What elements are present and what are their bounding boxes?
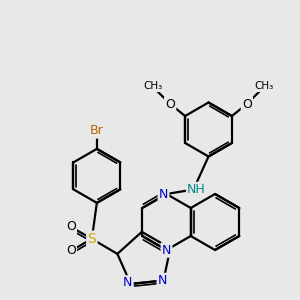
Text: S: S xyxy=(88,232,96,246)
Text: N: N xyxy=(158,274,167,287)
Text: CH₃: CH₃ xyxy=(143,81,163,91)
Text: N: N xyxy=(162,244,171,256)
Text: N: N xyxy=(159,188,168,200)
Text: O: O xyxy=(66,244,76,257)
Text: O: O xyxy=(242,98,252,110)
Text: NH: NH xyxy=(187,183,206,196)
Text: CH₃: CH₃ xyxy=(254,81,274,91)
Text: O: O xyxy=(66,220,76,233)
Text: Br: Br xyxy=(90,124,104,137)
Text: O: O xyxy=(165,98,175,110)
Text: N: N xyxy=(123,276,132,290)
